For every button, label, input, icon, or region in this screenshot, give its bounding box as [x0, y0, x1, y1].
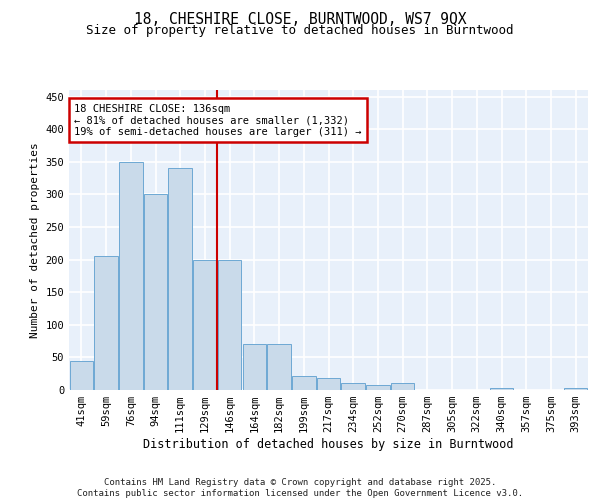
X-axis label: Distribution of detached houses by size in Burntwood: Distribution of detached houses by size … [143, 438, 514, 451]
Bar [366, 385, 389, 390]
Bar [218, 260, 241, 390]
Text: Size of property relative to detached houses in Burntwood: Size of property relative to detached ho… [86, 24, 514, 37]
Bar [169, 168, 192, 390]
Y-axis label: Number of detached properties: Number of detached properties [30, 142, 40, 338]
Bar [391, 384, 415, 390]
Bar [268, 344, 291, 390]
Bar [564, 388, 587, 390]
Bar [94, 256, 118, 390]
Bar [242, 344, 266, 390]
Bar [341, 384, 365, 390]
Text: 18 CHESHIRE CLOSE: 136sqm
← 81% of detached houses are smaller (1,332)
19% of se: 18 CHESHIRE CLOSE: 136sqm ← 81% of detac… [74, 104, 362, 136]
Bar [193, 260, 217, 390]
Text: Contains HM Land Registry data © Crown copyright and database right 2025.
Contai: Contains HM Land Registry data © Crown c… [77, 478, 523, 498]
Bar [317, 378, 340, 390]
Bar [144, 194, 167, 390]
Text: 18, CHESHIRE CLOSE, BURNTWOOD, WS7 9QX: 18, CHESHIRE CLOSE, BURNTWOOD, WS7 9QX [134, 12, 466, 28]
Bar [70, 360, 93, 390]
Bar [292, 376, 316, 390]
Bar [490, 388, 513, 390]
Bar [119, 162, 143, 390]
